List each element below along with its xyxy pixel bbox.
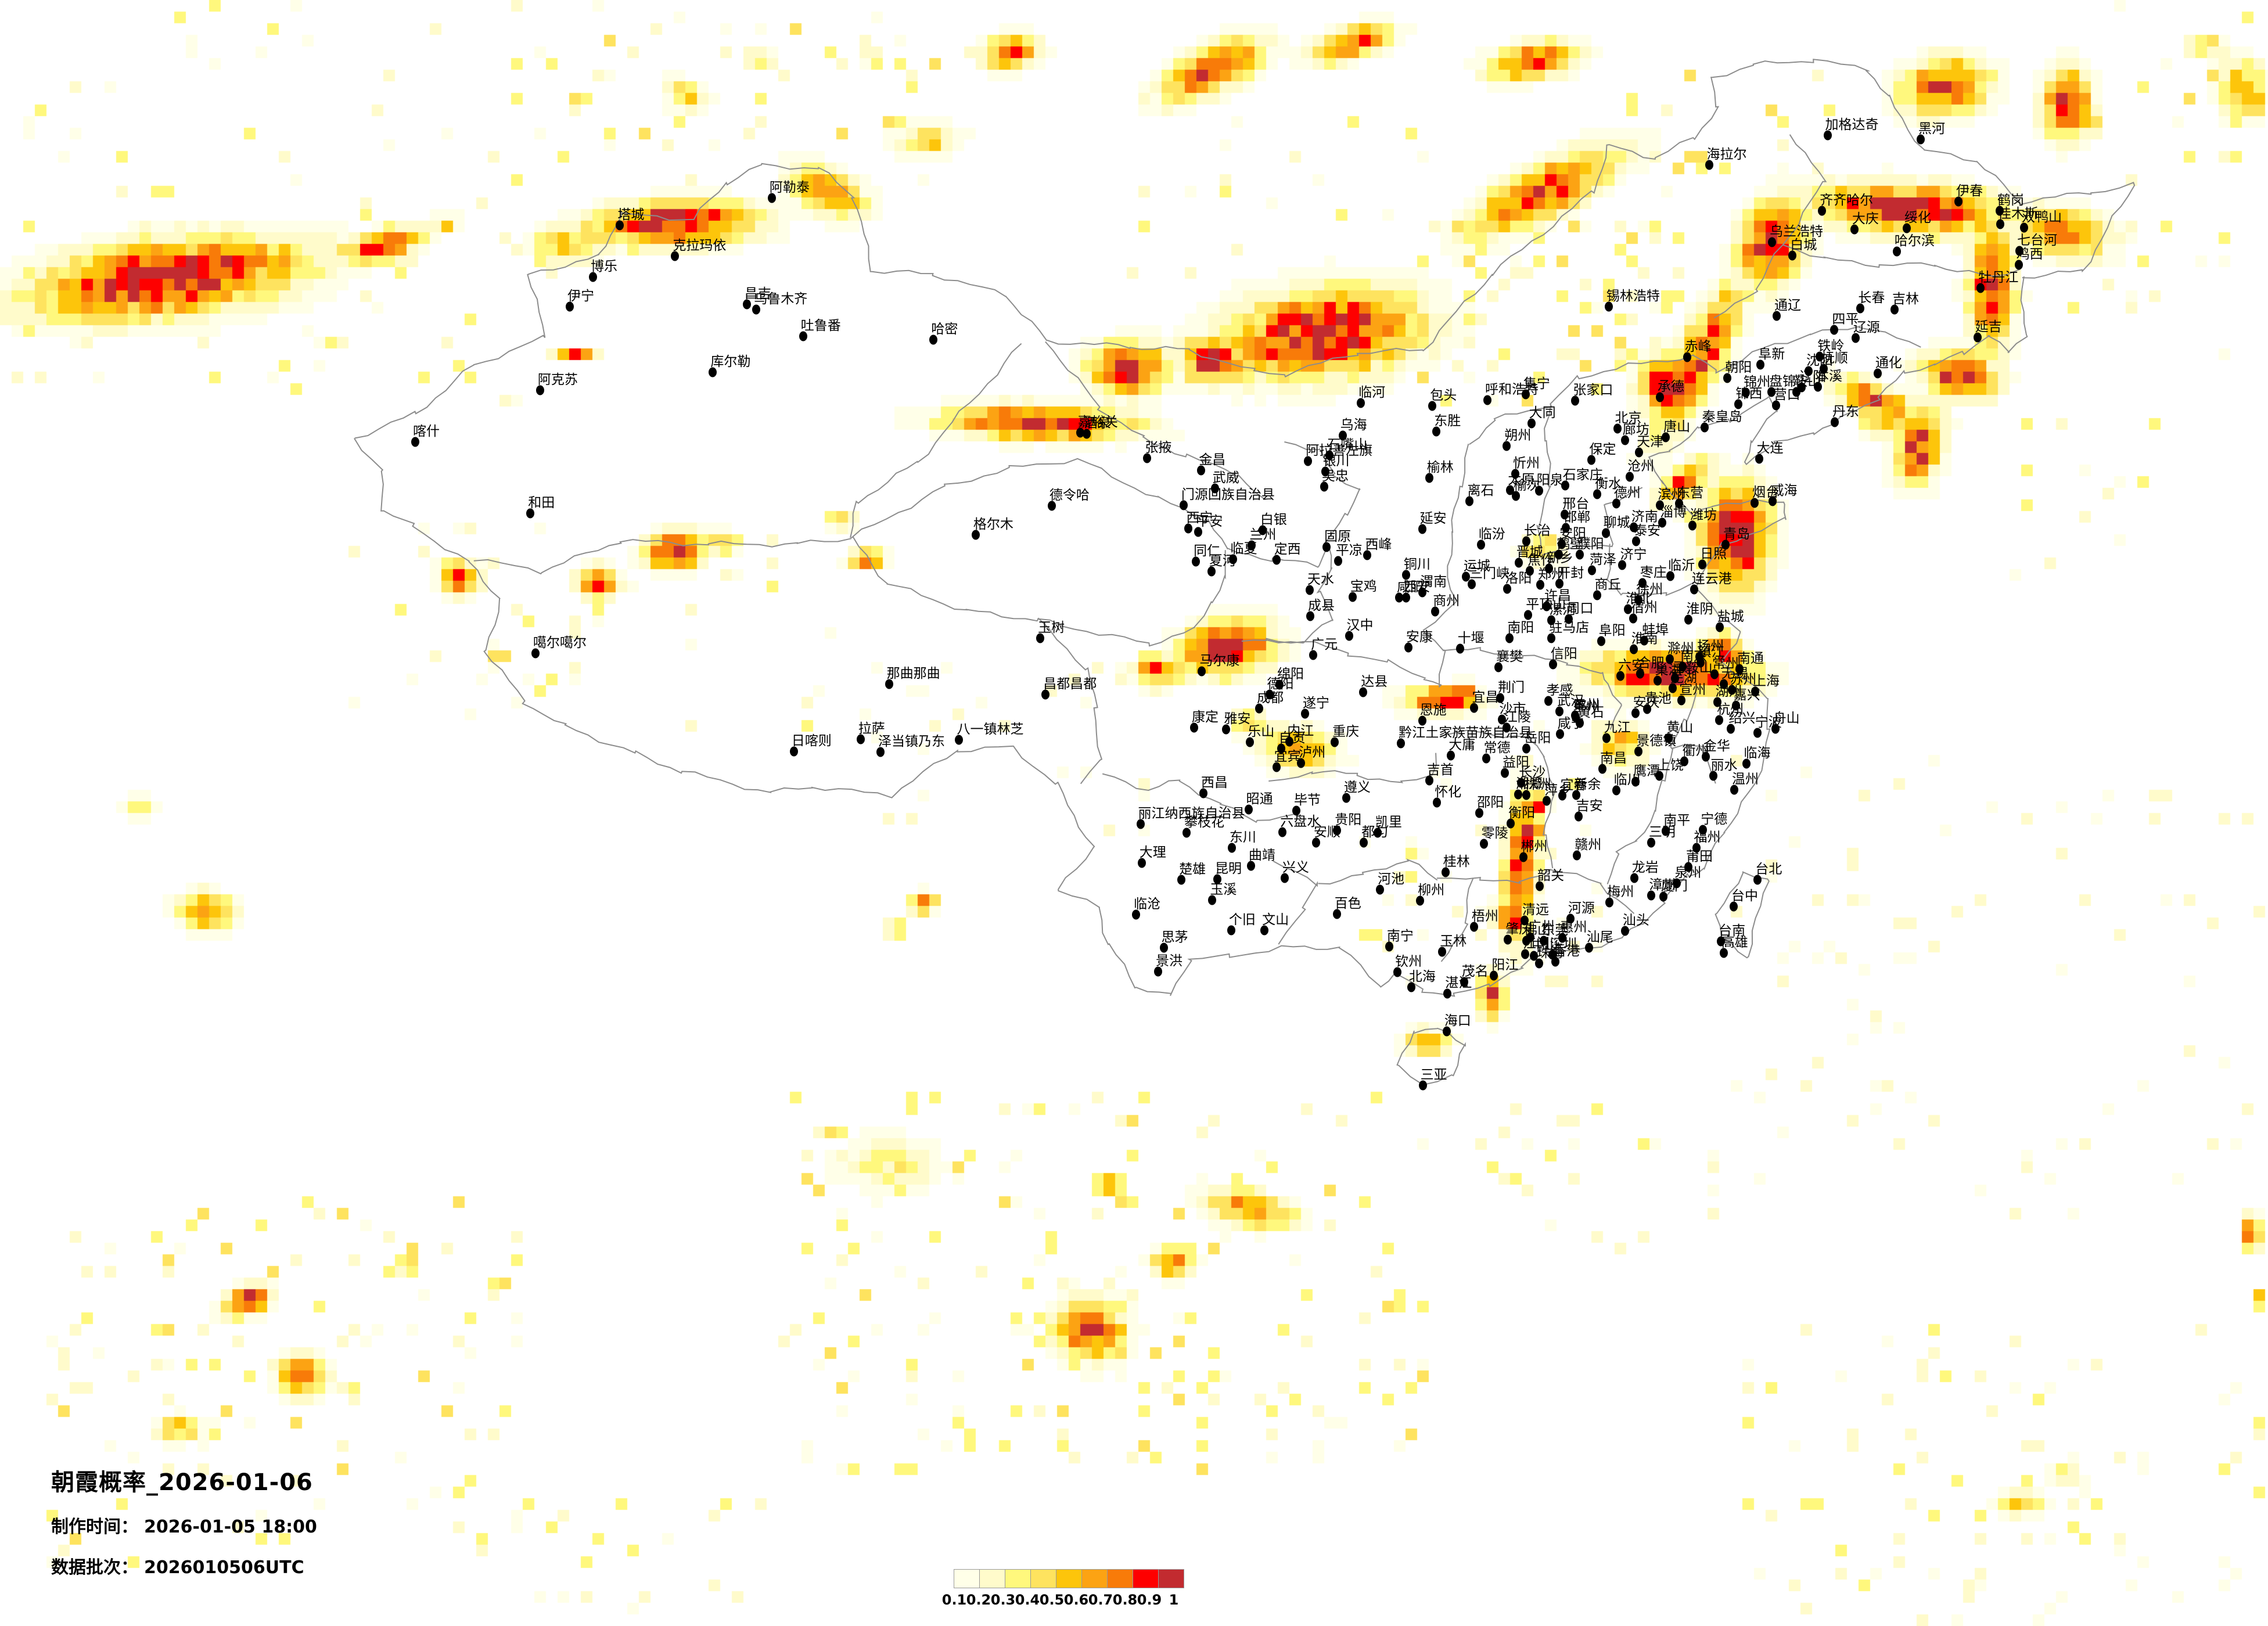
production-time-value: 2026-01-05 18:00 xyxy=(144,1517,317,1537)
legend-swatch xyxy=(1030,1569,1056,1588)
legend-value: 0.5 xyxy=(1039,1592,1065,1608)
color-legend: 0.1 0.2 0.3 0.4 0.5 0.6 0.7 0.8 0.9 1 xyxy=(942,1569,1184,1609)
legend-swatch xyxy=(1081,1569,1108,1588)
production-time-label: 制作时间： xyxy=(51,1517,138,1537)
legend-swatch xyxy=(1133,1569,1159,1588)
legend-swatch xyxy=(1158,1569,1184,1588)
legend-value: 0.8 xyxy=(1112,1592,1138,1608)
title-block: 朝霞概率_2026-01-06 制作时间： 2026-01-05 18:00 数据… xyxy=(51,1463,317,1578)
data-batch-label: 数据批次： xyxy=(51,1557,138,1578)
data-batch-line: 数据批次： 2026010506UTC xyxy=(51,1553,317,1578)
legend-value: 0.1 xyxy=(941,1592,967,1608)
legend-swatches xyxy=(954,1569,1184,1588)
legend-swatch xyxy=(979,1569,1005,1588)
production-time-line: 制作时间： 2026-01-05 18:00 xyxy=(51,1512,317,1538)
legend-swatch xyxy=(1056,1569,1082,1588)
legend-value: 0.9 xyxy=(1137,1592,1162,1608)
legend-value: 0.2 xyxy=(966,1592,991,1608)
legend-swatch xyxy=(954,1569,980,1588)
legend-labels: 0.1 0.2 0.3 0.4 0.5 0.6 0.7 0.8 0.9 1 xyxy=(942,1592,1184,1609)
data-batch-value: 2026010506UTC xyxy=(144,1557,304,1578)
legend-value: 0.6 xyxy=(1063,1592,1089,1608)
legend-value: 0.4 xyxy=(1015,1592,1040,1608)
legend-swatch xyxy=(1005,1569,1031,1588)
legend-value: 0.3 xyxy=(990,1592,1016,1608)
legend-value: 0.7 xyxy=(1088,1592,1113,1608)
legend-swatch xyxy=(1107,1569,1133,1588)
map-title: 朝霞概率_2026-01-06 xyxy=(51,1469,313,1496)
legend-value: 1 xyxy=(1169,1592,1179,1608)
